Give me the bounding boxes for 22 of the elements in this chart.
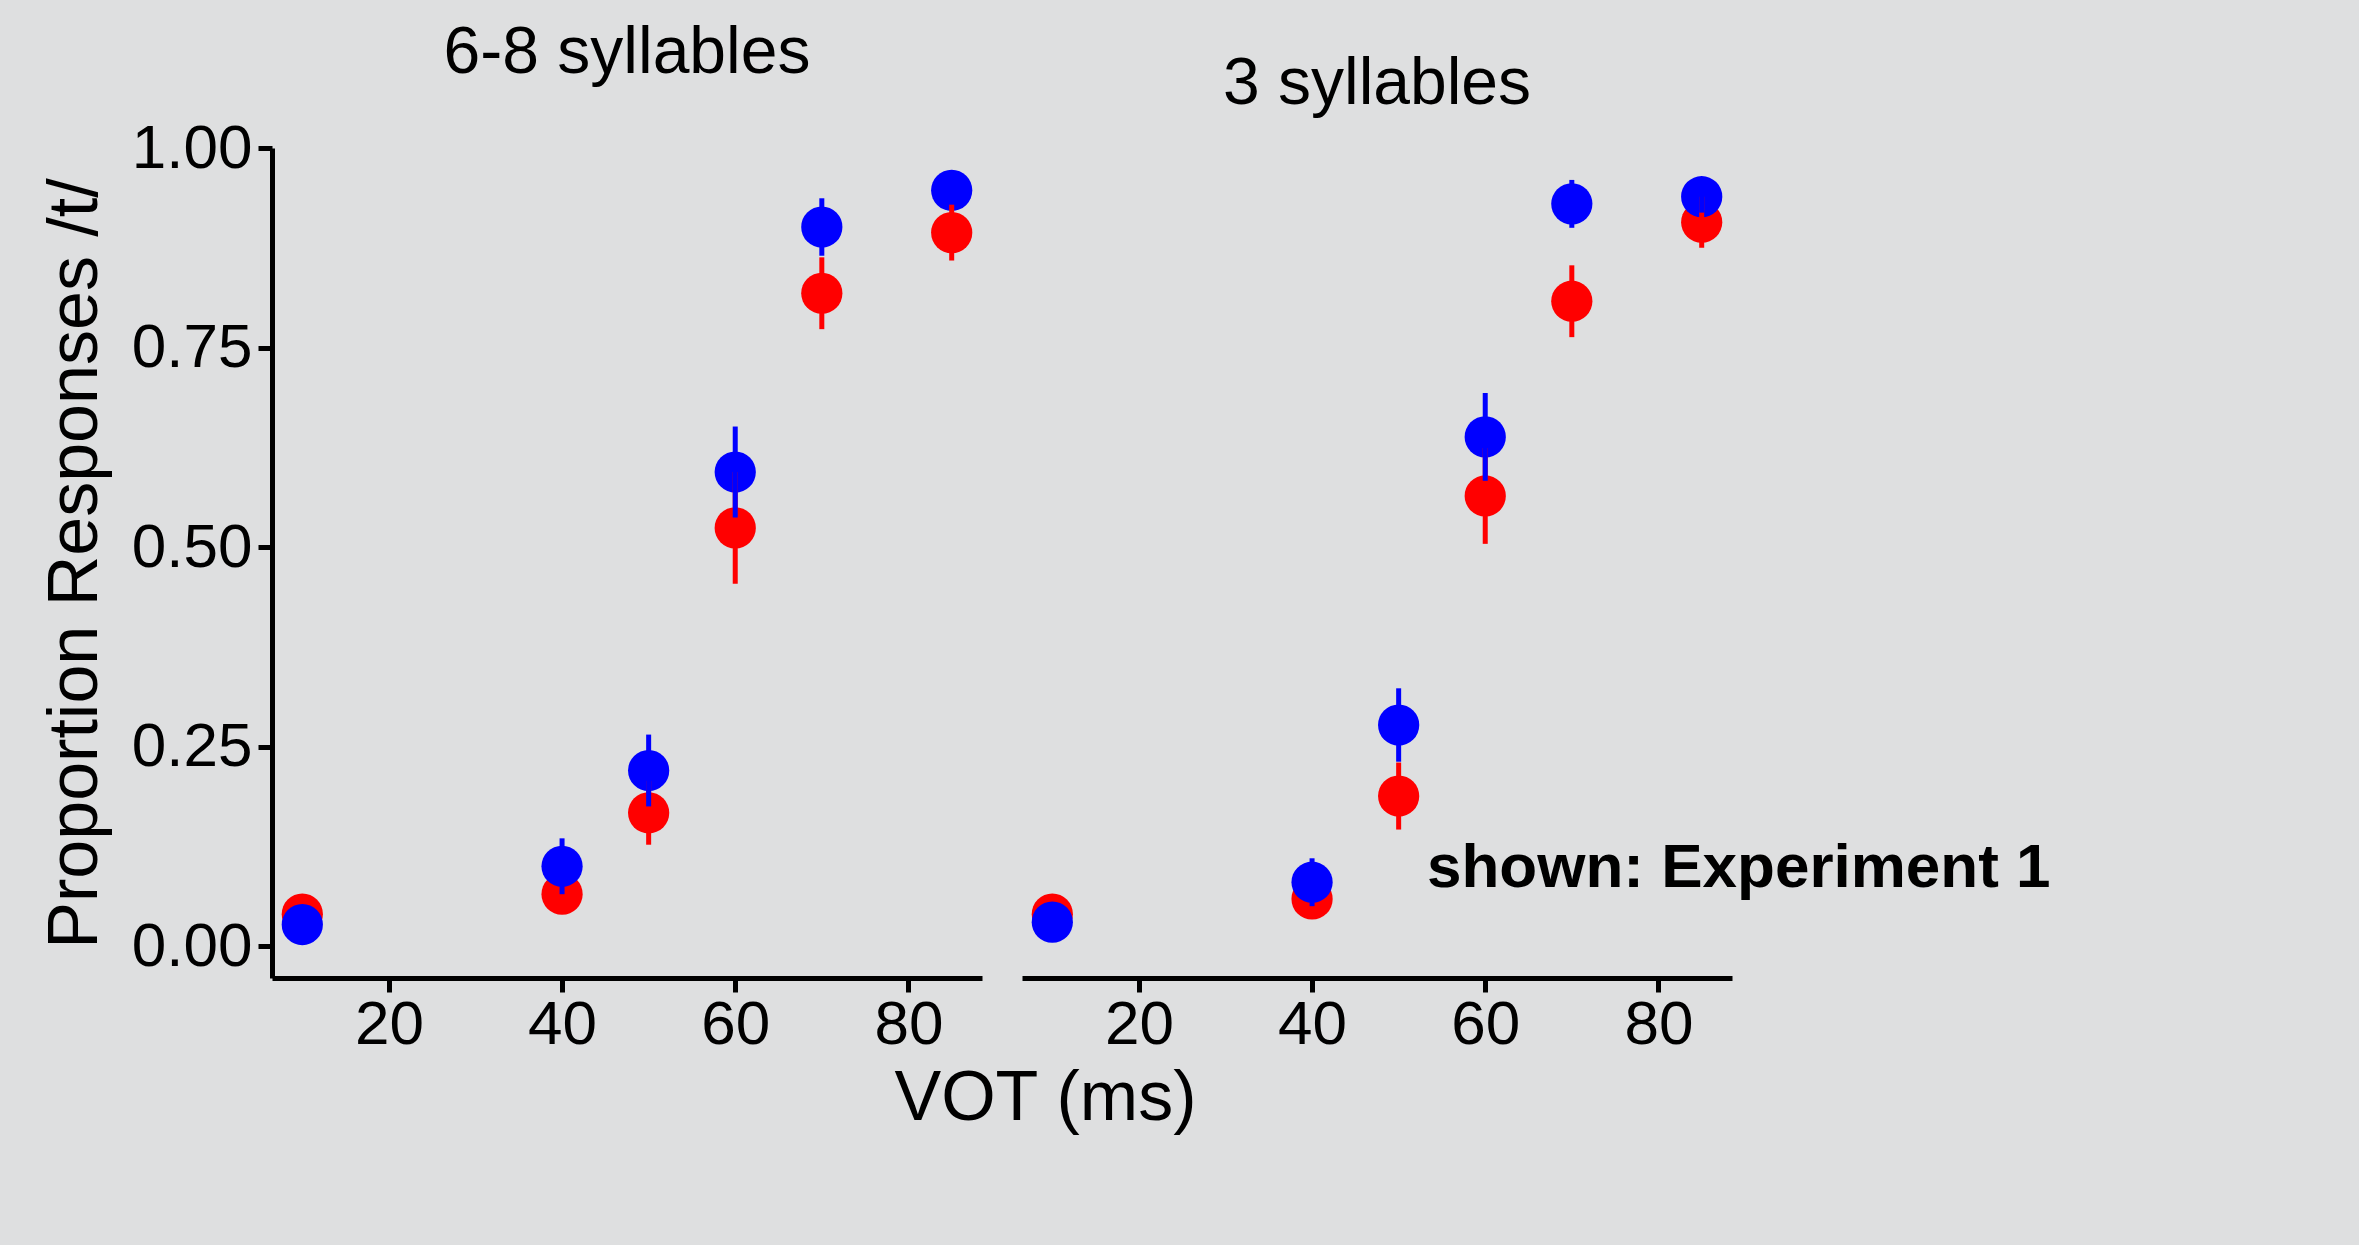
y-tick-label: 0.75 <box>131 311 253 381</box>
x-tick-label: 80 <box>1624 987 1694 1057</box>
x-tick-label: 60 <box>701 987 771 1057</box>
x-tick-label: 20 <box>354 987 424 1057</box>
y-tick-label: 0.25 <box>131 710 253 780</box>
x-tick-label: 80 <box>874 987 944 1057</box>
x-axis-title: VOT (ms) <box>894 1057 1197 1135</box>
chart-title: 6-8 syllables <box>443 13 811 87</box>
x-tick-label: 60 <box>1451 987 1521 1057</box>
point <box>931 169 973 211</box>
point <box>1681 176 1723 218</box>
x-tick-label: 40 <box>528 987 598 1057</box>
chart-title: 3 syllables <box>1222 44 1532 118</box>
x-tick-label: 40 <box>1278 987 1348 1057</box>
y-tick-label: 0.00 <box>131 909 253 979</box>
y-axis-title: Proportion Responses /t/ <box>33 177 112 949</box>
x-tick-label: 20 <box>1104 987 1174 1057</box>
point <box>281 903 323 946</box>
y-tick-label: 0.50 <box>131 510 253 580</box>
y-tick-label: 1.00 <box>131 111 253 181</box>
point <box>1031 901 1073 943</box>
annotation: shown: Experiment 1 <box>1427 831 2051 900</box>
